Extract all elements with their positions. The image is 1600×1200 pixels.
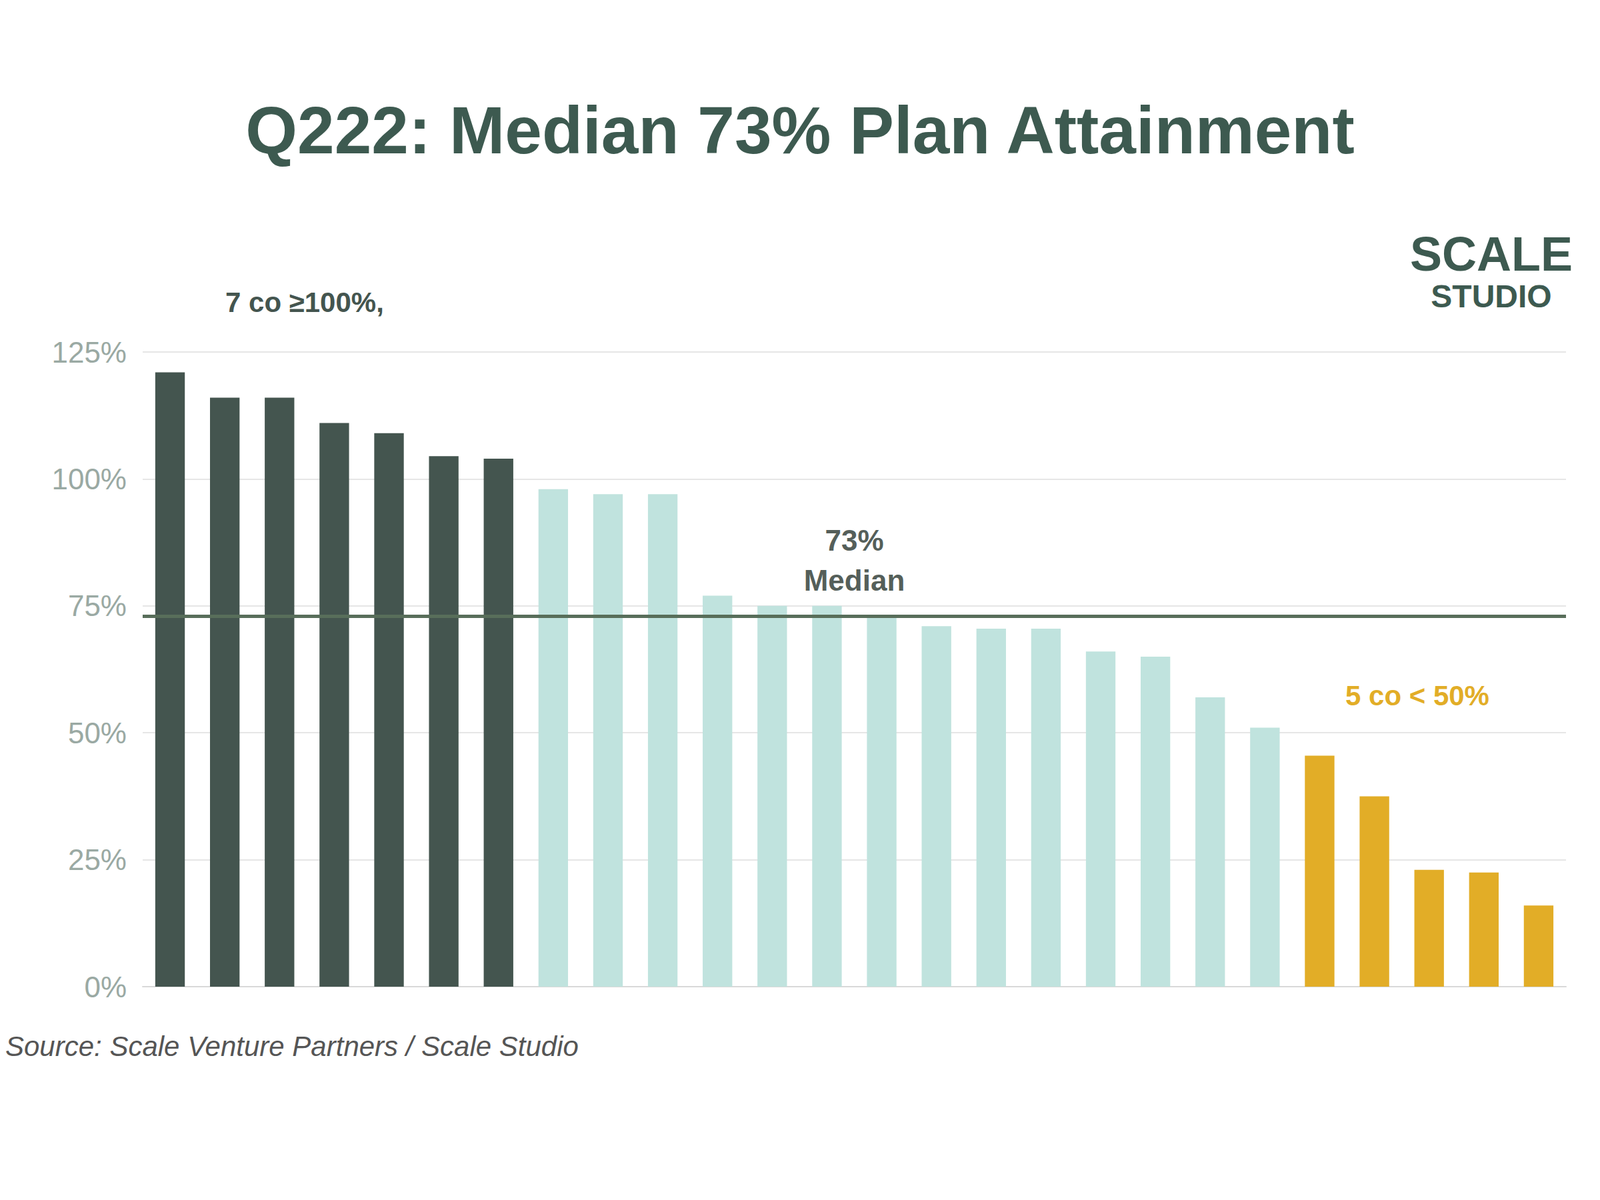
svg-text:STUDIO: STUDIO bbox=[1430, 278, 1552, 314]
svg-text:125%: 125% bbox=[51, 336, 127, 369]
svg-text:0%: 0% bbox=[84, 970, 127, 1004]
svg-text:Source: Scale Venture Partners: Source: Scale Venture Partners / Scale S… bbox=[5, 1030, 579, 1062]
svg-text:25%: 25% bbox=[68, 843, 127, 876]
svg-text:Q222: Median 73% Plan Attainme: Q222: Median 73% Plan Attainment bbox=[245, 92, 1354, 168]
svg-text:SCALE: SCALE bbox=[1410, 227, 1573, 281]
svg-text:5 co < 50%: 5 co < 50% bbox=[1345, 680, 1490, 712]
svg-text:50%: 50% bbox=[68, 716, 127, 750]
svg-text:Median: Median bbox=[804, 564, 906, 597]
svg-text:100%: 100% bbox=[51, 462, 127, 496]
svg-text:75%: 75% bbox=[68, 589, 127, 622]
svg-text:7 co ≥100%,: 7 co ≥100%, bbox=[225, 286, 384, 318]
svg-text:73%: 73% bbox=[824, 524, 884, 557]
